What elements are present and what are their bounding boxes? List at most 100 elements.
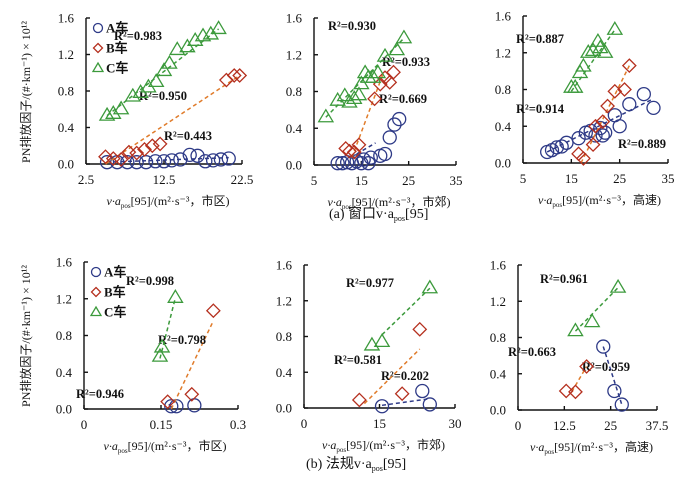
point-c <box>186 32 204 46</box>
point-c <box>153 338 171 353</box>
caption-a-tail: [95] <box>405 207 428 222</box>
point-a <box>549 140 564 155</box>
point-c <box>566 78 584 93</box>
x-tick-label: 25 <box>604 418 617 433</box>
point-b <box>218 72 234 88</box>
y-tick-label: 0.4 <box>490 366 507 381</box>
point-a <box>138 155 154 170</box>
x-axis-title-var: v·a <box>104 439 118 453</box>
point-b <box>568 384 583 400</box>
x-tick-label: 15 <box>355 173 368 188</box>
x-tick-label: 0 <box>301 416 308 431</box>
fit-line-c <box>570 29 616 92</box>
y-tick-label: 0.4 <box>495 119 512 134</box>
point-c <box>421 279 439 294</box>
point-c <box>583 313 601 328</box>
point-c <box>567 322 584 337</box>
point-a <box>335 156 350 171</box>
x-axis-title: v·apos[95]/(m²·s⁻³，高速) <box>530 439 653 456</box>
y-tick-label: 0.8 <box>495 82 511 97</box>
r2-label-b: R²=0.581 <box>334 353 382 367</box>
x-tick-label: 25 <box>402 173 415 188</box>
y-tick-label: 1.2 <box>490 294 506 309</box>
panel-b-highway: 0.0 0.4 0.8 1.2 1.6 0 12.5 25 37.5 v·apos[95]/(m²… <box>490 258 669 457</box>
point-a <box>173 152 188 167</box>
point-a <box>374 399 390 414</box>
point-b <box>342 143 357 159</box>
point-c <box>388 41 406 56</box>
point-a <box>99 155 115 170</box>
legend-diamond-icon <box>92 42 104 54</box>
r2-label-b: R²=0.933 <box>382 55 430 69</box>
x-axis-title: v·apos[95]/(m²·s⁻³，市区) <box>104 438 227 455</box>
point-a <box>415 383 430 399</box>
point-c <box>167 289 184 303</box>
y-tick-label: 1.2 <box>56 291 72 306</box>
point-c <box>395 29 413 44</box>
y-tick-label: 0.8 <box>286 84 302 99</box>
point-b <box>367 91 383 107</box>
x-axis-title: v·apos[95]/(m²·s⁻³，高速) <box>538 192 661 209</box>
point-a <box>361 156 376 171</box>
legend-label: C车 <box>104 305 126 320</box>
caption-b-main: (b) 法规v·a <box>306 456 372 472</box>
point-c <box>579 43 597 58</box>
legend-diamond-icon <box>90 286 102 298</box>
y-tick-label: 1.6 <box>495 9 512 24</box>
y-axis-title-top: PN排放因子/(#·km⁻¹) × 10¹² <box>18 21 33 163</box>
x-tick-label: 12.5 <box>153 172 176 187</box>
y-tick-label: 0.0 <box>56 402 72 417</box>
legend-triangle-icon <box>91 61 105 73</box>
x-axis-title-unit: [95]/(m²·s⁻³，市郊) <box>352 194 451 209</box>
point-c <box>596 43 614 58</box>
point-c <box>151 347 169 362</box>
caption-b-tail: [95] <box>383 457 406 472</box>
point-c <box>364 68 382 83</box>
x-tick-label: 37.5 <box>646 418 669 433</box>
point-c <box>606 21 624 35</box>
legend-label: C车 <box>106 61 128 76</box>
point-a <box>156 154 172 169</box>
legend-circle-icon <box>90 266 102 278</box>
r2-label-a: R²=0.669 <box>379 92 427 106</box>
point-c <box>147 73 165 88</box>
point-c <box>345 90 363 104</box>
panel-b-urban: 0.00.40.81.21.60 0.15 0.3v·apos[95]/(m²·s⁻… <box>56 255 246 456</box>
panel-a-urban: 0.00.40.81.21.62.5 12.5 22.5v·apos[95]/(m²… <box>58 11 254 211</box>
point-a <box>646 100 661 116</box>
x-tick-label: 0 <box>81 417 88 432</box>
x-tick-label: 25 <box>613 171 626 186</box>
r2-label-a: R²=0.946 <box>76 387 124 401</box>
point-b <box>205 303 221 319</box>
y-tick-label: 1.6 <box>56 255 73 270</box>
r2-label-b: R²=0.914 <box>516 102 565 116</box>
point-a <box>382 130 397 145</box>
y-tick-label: 0.8 <box>56 328 72 343</box>
x-axis-title-sub: pos <box>121 202 131 210</box>
point-b <box>382 74 398 90</box>
point-c <box>124 87 142 102</box>
legend-label: A车 <box>106 21 128 36</box>
x-tick-label: 5 <box>520 171 527 186</box>
r2-label-a: R²=0.202 <box>381 369 429 383</box>
point-c <box>161 54 178 69</box>
x-axis-title: v·apos[95]/(m²·s⁻³，市郊) <box>322 437 445 454</box>
x-tick-label: 35 <box>450 173 463 188</box>
point-c <box>155 62 173 77</box>
point-a <box>622 97 637 112</box>
x-tick-label: 5 <box>311 173 318 188</box>
point-a <box>129 155 144 170</box>
point-b <box>386 64 401 80</box>
point-a <box>164 153 179 168</box>
point-b <box>160 394 176 410</box>
point-b <box>129 145 145 161</box>
point-a <box>636 86 651 102</box>
point-b <box>152 136 168 152</box>
point-c <box>363 336 381 351</box>
point-c <box>98 106 116 121</box>
y-tick-label: 1.6 <box>58 11 75 26</box>
point-b <box>588 118 603 134</box>
point-c <box>609 278 627 293</box>
y-tick-label: 0.0 <box>276 401 292 416</box>
caption-a: (a) 窗口v·apos[95] <box>329 205 428 223</box>
